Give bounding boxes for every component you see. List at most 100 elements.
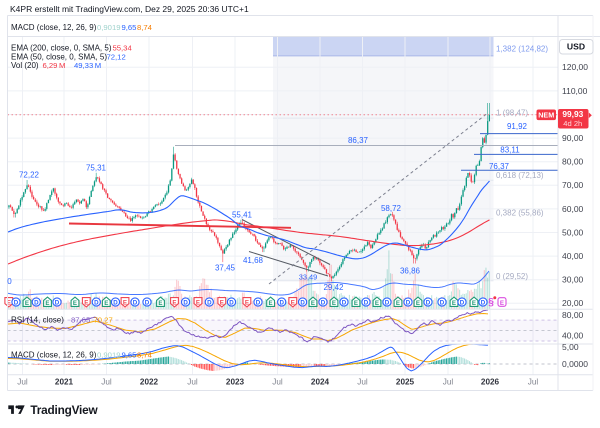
svg-text:E: E: [123, 299, 127, 306]
svg-text:Jul: Jul: [187, 377, 198, 386]
svg-text:E: E: [472, 300, 476, 307]
svg-text:0,382 (55,86): 0,382 (55,86): [496, 208, 544, 217]
svg-text:0,0000: 0,0000: [562, 359, 588, 369]
svg-text:D: D: [406, 300, 411, 307]
svg-text:EMA (50, close, 0, SMA, 5): EMA (50, close, 0, SMA, 5): [11, 52, 107, 61]
svg-text:D: D: [207, 300, 212, 307]
svg-text:Jul: Jul: [17, 377, 28, 386]
svg-text:40,00: 40,00: [562, 251, 584, 261]
svg-text:33,49: 33,49: [299, 273, 318, 282]
svg-text:30,00: 30,00: [562, 275, 584, 285]
svg-text:E: E: [291, 299, 295, 306]
svg-text:55,34: 55,34: [113, 43, 133, 52]
svg-text:Vol (20): Vol (20): [11, 61, 39, 70]
svg-text:80,00: 80,00: [562, 157, 584, 167]
svg-text:E: E: [245, 299, 249, 306]
svg-text:9,65: 9,65: [122, 351, 137, 360]
svg-text:D: D: [426, 300, 431, 307]
svg-text:TradingView: TradingView: [30, 403, 98, 417]
svg-text:E: E: [84, 299, 88, 306]
svg-text:72,22: 72,22: [19, 170, 40, 179]
svg-text:5,00: 5,00: [562, 342, 579, 352]
svg-text:55,41: 55,41: [232, 210, 253, 219]
svg-text:E: E: [45, 300, 49, 307]
svg-text:Jul: Jul: [272, 377, 283, 386]
svg-text:9,65: 9,65: [122, 23, 137, 32]
svg-text:E: E: [354, 300, 358, 307]
svg-text:D: D: [440, 300, 445, 307]
svg-text:60,00: 60,00: [562, 204, 584, 214]
svg-text:0,9019: 0,9019: [97, 23, 121, 32]
svg-text:RSI (14, close): RSI (14, close): [11, 315, 64, 324]
svg-text:D: D: [481, 300, 486, 307]
svg-text:29,42: 29,42: [323, 283, 344, 292]
svg-text:D: D: [364, 300, 369, 307]
svg-text:D: D: [133, 300, 138, 307]
svg-text:E: E: [220, 299, 224, 306]
svg-text:80,00: 80,00: [562, 310, 584, 320]
svg-text:Jul: Jul: [357, 377, 368, 386]
svg-text:§: §: [488, 296, 494, 308]
svg-text:2023: 2023: [226, 377, 245, 386]
svg-text:USD: USD: [567, 42, 585, 52]
svg-text:E: E: [311, 300, 315, 307]
svg-text:E: E: [269, 300, 273, 307]
svg-text:E: E: [196, 299, 200, 306]
svg-text:D: D: [229, 300, 234, 307]
svg-text:2024: 2024: [311, 377, 330, 386]
svg-text:86,37: 86,37: [348, 136, 369, 145]
svg-text:1 (98,47): 1 (98,47): [496, 108, 528, 117]
svg-text:E: E: [452, 300, 456, 307]
svg-text:D: D: [14, 300, 19, 307]
svg-text:0: 0: [7, 277, 12, 286]
svg-text:4d 2h: 4d 2h: [563, 119, 582, 128]
svg-text:50,00: 50,00: [562, 227, 584, 237]
svg-text:110,00: 110,00: [562, 86, 588, 96]
svg-text:D: D: [300, 300, 305, 307]
svg-text:E: E: [73, 300, 77, 307]
svg-text:D: D: [94, 300, 99, 307]
svg-text:2026: 2026: [481, 377, 500, 386]
svg-text:70,00: 70,00: [562, 180, 584, 190]
svg-text:8,74: 8,74: [137, 23, 153, 32]
svg-text:D: D: [34, 300, 39, 307]
svg-text:20,00: 20,00: [562, 298, 584, 308]
svg-text:91,92: 91,92: [507, 122, 528, 131]
svg-text:49,33 M: 49,33 M: [74, 61, 101, 70]
svg-text:MACD (close, 12, 26, 9): MACD (close, 12, 26, 9): [11, 23, 97, 32]
svg-text:E: E: [375, 300, 379, 307]
svg-text:EMA (200, close, 0, SMA, 5): EMA (200, close, 0, SMA, 5): [11, 43, 112, 52]
svg-text:41,68: 41,68: [243, 256, 264, 265]
svg-text:E: E: [104, 300, 108, 307]
svg-text:D: D: [279, 300, 284, 307]
svg-text:75,31: 75,31: [86, 163, 107, 172]
svg-text:58,72: 58,72: [381, 204, 402, 213]
svg-text:E: E: [396, 300, 400, 307]
svg-text:2022: 2022: [140, 377, 159, 386]
svg-text:D: D: [460, 300, 465, 307]
svg-text:D: D: [145, 300, 150, 307]
svg-text:0 (29,52): 0 (29,52): [496, 272, 528, 281]
svg-text:Jul: Jul: [443, 377, 454, 386]
svg-text:E: E: [416, 300, 420, 307]
svg-text:E: E: [332, 300, 336, 307]
svg-text:MACD (close, 12, 26, 9): MACD (close, 12, 26, 9): [11, 351, 97, 360]
svg-text:90,00: 90,00: [562, 133, 584, 143]
svg-text:D: D: [256, 300, 261, 307]
svg-text:70,27: 70,27: [94, 315, 113, 324]
svg-text:2021: 2021: [55, 377, 74, 386]
svg-text:K4PR erstellt mit TradingView.: K4PR erstellt mit TradingView.com, Dez 2…: [10, 4, 249, 14]
svg-text:D: D: [113, 300, 118, 307]
svg-text:E: E: [172, 299, 176, 306]
svg-text:0,618 (72,13): 0,618 (72,13): [496, 171, 544, 180]
svg-text:Jul: Jul: [101, 377, 112, 386]
svg-text:120,00: 120,00: [562, 62, 588, 72]
svg-text:2025: 2025: [396, 377, 415, 386]
svg-text:40,00: 40,00: [562, 331, 584, 341]
svg-text:36,86: 36,86: [400, 266, 421, 275]
svg-text:D: D: [321, 300, 326, 307]
svg-text:99,93: 99,93: [562, 109, 583, 119]
svg-text:D: D: [342, 300, 347, 307]
svg-text:0,9019: 0,9019: [97, 351, 121, 360]
svg-text:83,11: 83,11: [500, 145, 520, 154]
